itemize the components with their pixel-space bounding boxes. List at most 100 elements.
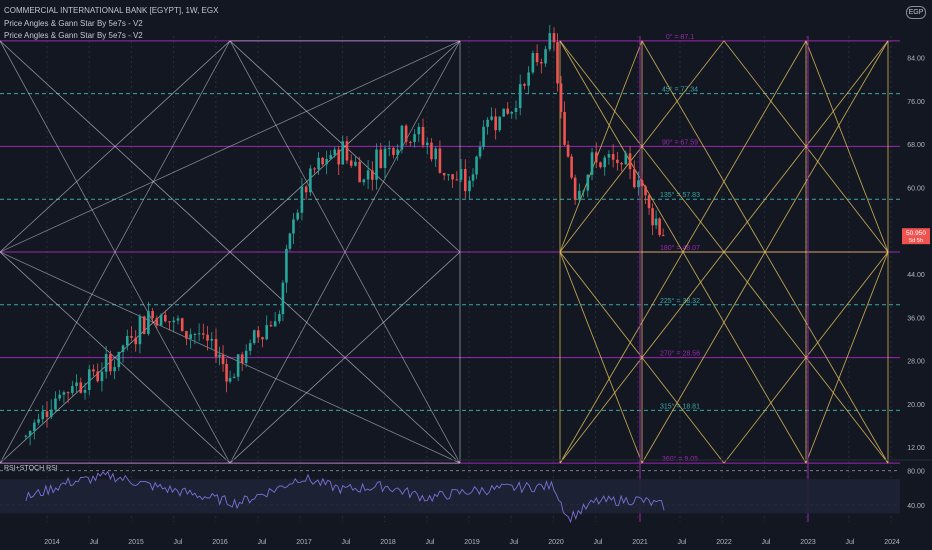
candle-body: [155, 318, 159, 326]
gann-star-left-line: [0, 40, 231, 464]
x-tick-label: 2021: [632, 539, 648, 546]
candle-body: [527, 72, 530, 86]
candle-body: [544, 49, 547, 64]
candle-body: [563, 111, 566, 145]
candle-body: [296, 212, 299, 220]
candle-body: [379, 149, 383, 169]
candle-body: [142, 316, 146, 335]
candle-body: [49, 409, 53, 417]
gann-star-left-line: [229, 40, 461, 253]
candle-body: [300, 186, 304, 213]
candle-body: [281, 282, 285, 315]
candle-body: [475, 156, 478, 175]
y-tick-label: 36.00: [907, 315, 925, 322]
x-tick-label: 2019: [464, 539, 480, 546]
candle-body: [309, 168, 312, 193]
candle-body: [292, 219, 295, 234]
candle-body: [494, 116, 497, 131]
candle-body: [313, 168, 316, 170]
candle-body: [425, 142, 429, 146]
candle-body: [256, 330, 260, 338]
candle-body: [366, 170, 370, 180]
candle-body: [637, 180, 640, 188]
candle-body: [193, 334, 197, 336]
x-tick-label: 2020: [548, 539, 564, 546]
gann-level-label: 225° = 38.32: [660, 297, 700, 305]
candle-body: [628, 153, 632, 170]
y-tick-label: 68.00: [907, 142, 925, 149]
x-tick-label: 2017: [296, 539, 312, 546]
candle-body: [490, 116, 493, 120]
candle-body: [654, 218, 658, 226]
candle-body: [225, 364, 228, 382]
candle-body: [54, 398, 57, 410]
candle-body: [478, 146, 482, 157]
candle-body: [514, 108, 518, 113]
rsi-line: [25, 470, 665, 524]
candle-body: [409, 141, 412, 143]
symbol-title[interactable]: COMMERCIAL INTERNATIONAL BANK [EGYPT], 1…: [4, 6, 219, 15]
candle-body: [83, 389, 87, 393]
candle-body: [651, 208, 654, 226]
gann-star-right-line: [805, 251, 889, 464]
candle-body: [45, 411, 49, 417]
candle-body: [552, 33, 556, 43]
x-tick-label: 2015: [128, 539, 144, 546]
x-tick-label: 2016: [212, 539, 228, 546]
gann-level-label: 270° = 28.56: [660, 350, 700, 358]
candle-body: [404, 125, 408, 142]
candle-body: [362, 179, 366, 183]
candle-body: [261, 337, 264, 340]
candle-body: [400, 125, 404, 150]
candle-body: [586, 174, 590, 191]
candle-body: [523, 84, 526, 86]
candle-body: [421, 126, 425, 146]
candle-body: [611, 154, 615, 160]
candle-body: [451, 174, 454, 180]
x-tick-label: Jul: [174, 539, 183, 546]
candle-body: [468, 180, 471, 192]
candle-body: [518, 84, 522, 109]
candle-body: [482, 126, 485, 147]
candle-body: [109, 354, 112, 372]
price-badge: [902, 228, 930, 245]
candle-body: [632, 169, 636, 188]
candle-body: [502, 108, 506, 117]
candle-body: [354, 161, 357, 166]
y-tick-label: 60.00: [907, 185, 925, 192]
candle-body: [41, 411, 45, 420]
candle-body: [185, 331, 188, 339]
candle-body: [130, 335, 133, 338]
candle-body: [172, 320, 176, 323]
candle-body: [125, 335, 129, 346]
gann-star-left-line: [0, 40, 461, 253]
candle-body: [62, 392, 66, 395]
candle-body: [210, 338, 214, 341]
x-tick-label: Jul: [594, 539, 603, 546]
indicator-label-2[interactable]: Price Angles & Gann Star By 5e7s - V2: [4, 31, 143, 40]
candle-body: [278, 314, 281, 322]
gann-star-left-line: [229, 40, 461, 464]
candle-body: [498, 116, 501, 131]
candle-body: [463, 169, 467, 192]
candle-body: [644, 186, 647, 196]
candle-body: [92, 369, 95, 372]
candle-body: [387, 148, 391, 150]
gann-level-label: 90° = 67.59: [662, 138, 698, 146]
y-tick-label: 84.00: [907, 56, 925, 63]
candle-body: [442, 172, 446, 176]
rsi-label[interactable]: RSI+STOCH RSI: [4, 465, 58, 472]
gann-star-left-line: [229, 251, 461, 464]
candle-body: [647, 195, 651, 209]
candle-body: [304, 186, 308, 193]
candle-body: [603, 157, 606, 168]
candle-body: [624, 153, 628, 165]
candle-body: [582, 190, 585, 192]
price-badge-countdown: 5d 5h: [909, 238, 923, 244]
indicator-label-1[interactable]: Price Angles & Gann Star By 5e7s - V2: [4, 19, 143, 28]
candle-body: [180, 318, 184, 332]
candle-body: [176, 318, 180, 321]
y-tick-label: 12.00: [907, 445, 925, 452]
candle-body: [486, 119, 489, 127]
